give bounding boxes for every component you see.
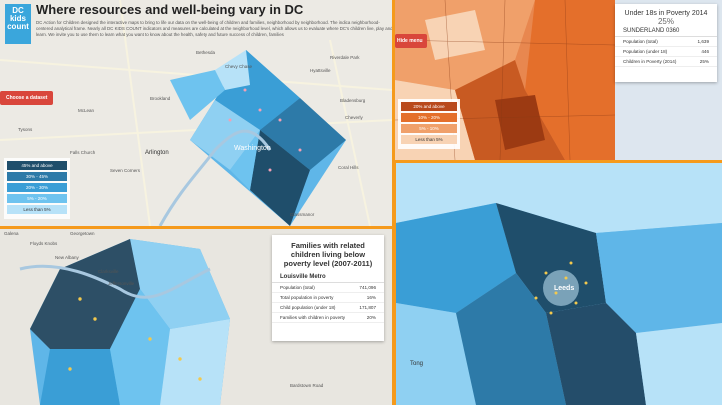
card-row: Population (total) 1,639 bbox=[615, 37, 717, 47]
map-place-label: Washington bbox=[234, 145, 271, 152]
logo-line-1: DC bbox=[12, 6, 24, 15]
card-row: Population (under 18) 446 bbox=[615, 47, 717, 57]
map-place-label: Falls Church bbox=[70, 150, 96, 155]
map-place-label: Georgetown bbox=[70, 231, 95, 236]
map-place-label: Bardstown Road bbox=[290, 383, 324, 388]
map-place-label: Bladensburg bbox=[340, 98, 366, 103]
row-label: Population (total) bbox=[623, 39, 658, 44]
map-place-label: Jeffersonville bbox=[108, 281, 135, 286]
legend-item[interactable]: 30% - 45% bbox=[7, 172, 67, 181]
card-row: Total population in poverty 16% bbox=[272, 293, 384, 303]
map-place-label: Hyattsville bbox=[310, 68, 331, 73]
hide-menu-button[interactable]: Hide menu bbox=[395, 34, 427, 48]
map-place-label: Seven Corners bbox=[110, 168, 141, 173]
card-row: Child population (under 18) 171,807 bbox=[272, 303, 384, 313]
families-info-card: Families with related children living be… bbox=[272, 235, 384, 341]
map-place-label: Glassmanor bbox=[290, 212, 315, 217]
row-value: 25% bbox=[699, 59, 709, 64]
legend-item[interactable]: 45% and above bbox=[7, 161, 67, 170]
map-place-label: New Albany bbox=[55, 255, 79, 260]
row-value: 171,807 bbox=[359, 305, 376, 310]
legend-item[interactable]: 10% - 20% bbox=[401, 113, 457, 122]
map-place-label: Brookland bbox=[150, 96, 171, 101]
logo-line-3: count bbox=[7, 22, 29, 31]
map-place-label: Bethesda bbox=[196, 50, 216, 55]
page-title: Where resources and well-being vary in D… bbox=[36, 2, 304, 17]
card-place: Louisville Metro bbox=[272, 272, 384, 283]
page-description: DC Action for Children designed the inte… bbox=[36, 20, 392, 37]
chicago-legend: 20% and above 10% - 20% 5% - 10% Less th… bbox=[398, 99, 460, 149]
map-place-label: Coral Hills bbox=[338, 165, 359, 170]
card-value: 25% bbox=[657, 17, 674, 26]
map-place-label: Tysons bbox=[18, 127, 33, 132]
row-value: 446 bbox=[701, 49, 709, 54]
card-row: Families with children in poverty 20% bbox=[272, 313, 384, 323]
map-place-label: Clarksville bbox=[98, 269, 119, 274]
louisville-map-panel: Families with related children living be… bbox=[0, 229, 392, 405]
leeds-map-panel: Leeds Tong bbox=[396, 163, 722, 405]
dc-kids-count-logo: DC kids count bbox=[5, 4, 31, 44]
row-value: 20% bbox=[366, 315, 376, 320]
row-label: Children in Poverty (2014) bbox=[623, 59, 677, 64]
legend-item[interactable]: Less than 5% bbox=[401, 135, 457, 144]
chicago-map-panel: Hide menu 20% and above 10% - 20% 5% - 1… bbox=[395, 0, 722, 160]
legend-item[interactable]: 5% - 10% bbox=[401, 124, 457, 133]
row-value: 16% bbox=[366, 295, 376, 300]
row-value: 741,096 bbox=[359, 285, 376, 290]
map-place-label: Cheverly bbox=[345, 115, 363, 120]
card-title: Families with related children living be… bbox=[283, 241, 373, 268]
row-label: Child population (under 18) bbox=[280, 305, 336, 310]
legend-item[interactable]: 5% - 20% bbox=[7, 194, 67, 203]
map-place-label: Leeds bbox=[554, 285, 575, 292]
legend-item[interactable]: 20% - 30% bbox=[7, 183, 67, 192]
legend-item[interactable]: Less than 5% bbox=[7, 205, 67, 214]
card-title: Under 18s in Poverty 2014 bbox=[624, 10, 708, 17]
map-place-label: Riverdale Park bbox=[330, 55, 360, 60]
map-place-label: Floyds Knobs bbox=[30, 241, 58, 246]
row-value: 1,639 bbox=[697, 39, 710, 44]
row-label: Population (under 18) bbox=[623, 49, 668, 54]
map-place-label: Chevy Chase bbox=[225, 64, 253, 69]
leeds-map[interactable] bbox=[396, 163, 722, 405]
row-label: Population (total) bbox=[280, 285, 315, 290]
card-row: Children in Poverty (2014) 25% bbox=[615, 57, 717, 67]
logo-line-2: kids bbox=[9, 14, 26, 23]
map-place-label: Arlington bbox=[145, 150, 169, 156]
card-place: SUNDERLAND 0360 bbox=[615, 26, 717, 37]
map-place-label: McLean bbox=[78, 108, 95, 113]
row-label: Families with children in poverty bbox=[280, 315, 346, 320]
row-label: Total population in poverty bbox=[280, 295, 334, 300]
dc-legend: 45% and above 30% - 45% 20% - 30% 5% - 2… bbox=[4, 158, 70, 219]
poverty-info-card: Under 18s in Poverty 2014 25% SUNDERLAND… bbox=[615, 4, 717, 82]
choose-dataset-button[interactable]: Choose a dataset bbox=[0, 91, 54, 105]
dc-map-panel: DC kids count Where resources and well-b… bbox=[0, 0, 392, 226]
card-row: Population (total) 741,096 bbox=[272, 283, 384, 293]
map-place-label: Tong bbox=[410, 361, 424, 367]
legend-item[interactable]: 20% and above bbox=[401, 102, 457, 111]
map-place-label: Galena bbox=[4, 231, 19, 236]
